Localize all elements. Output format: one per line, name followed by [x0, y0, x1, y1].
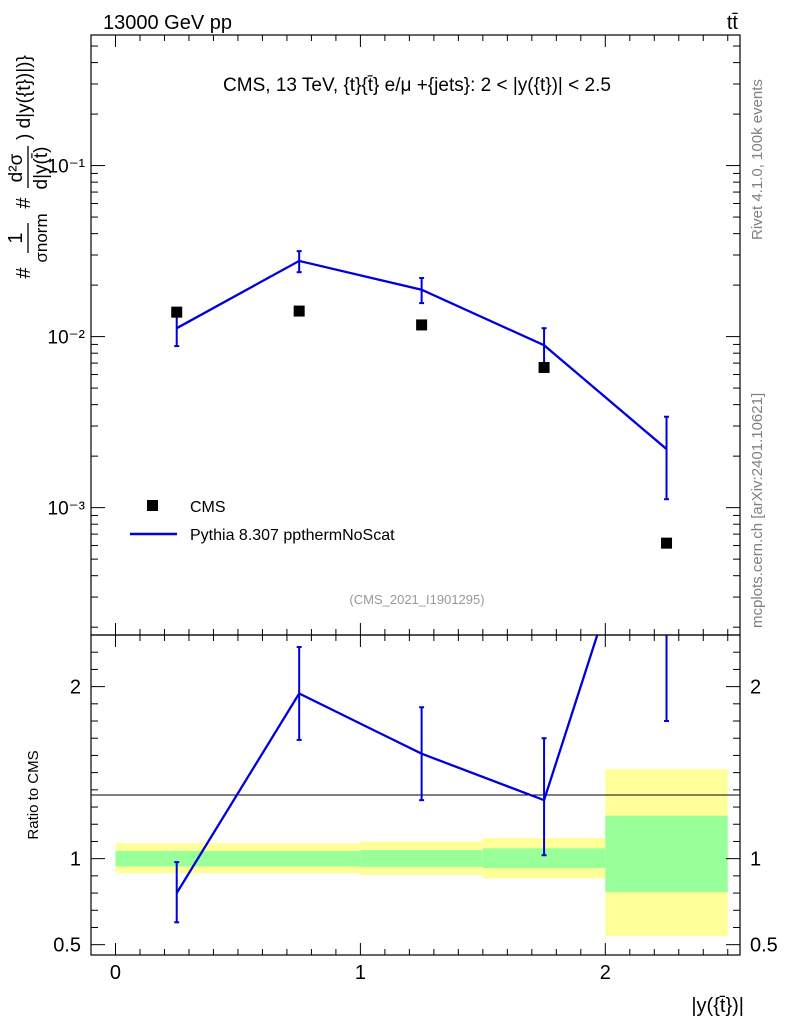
- cms-data-point: [293, 305, 305, 317]
- ylabel-one: 1: [5, 232, 27, 243]
- ratio-y-axis-label: Ratio to CMS: [25, 750, 42, 839]
- ratio-plot-frame: [90, 634, 741, 956]
- main-y-tick-label: 10⁻³: [48, 499, 86, 520]
- x-tick-label: 2: [600, 962, 611, 984]
- cms-data-point: [171, 306, 183, 318]
- x-axis-label: |y({t̄})|: [691, 995, 744, 1017]
- band-inner-bin: [605, 815, 728, 893]
- energy-label: 13000 GeV pp: [103, 12, 232, 34]
- ylabel-hash-2: #: [13, 197, 35, 209]
- ratio-y-tick-label-left: 0.5: [53, 935, 81, 957]
- legend-label-pythia: Pythia 8.307 ppthermNoScat: [190, 527, 395, 544]
- process-label: tt̄: [727, 12, 739, 34]
- ratio-y-tick-label-left: 1: [70, 849, 81, 871]
- rivet-version-label: Rivet 4.1.0, 100k events: [749, 79, 766, 240]
- ratio-y-tick-label-left: 2: [70, 677, 81, 699]
- ratio-mc-line: [175, 635, 599, 894]
- legend-label-cms: CMS: [190, 499, 226, 516]
- band-inner-bin: [482, 848, 606, 869]
- legend-marker-cms: [147, 500, 158, 511]
- cms-data-point: [538, 361, 550, 373]
- main-y-axis-label: # 1 σnorm # d²σ d|y(t̄) ) d|y({t})|)}: [5, 55, 52, 278]
- source-url-label: mcplots.cern.ch [arXiv:2401.10621]: [749, 393, 766, 628]
- main-y-tick-label: 10⁻²: [48, 328, 86, 349]
- axis-tick-labels: 10⁻³ 10⁻² 10⁻¹ 0.5 0.5 1 1 2 2 0 1 2: [48, 157, 778, 984]
- band-inner-bin: [115, 850, 238, 867]
- ylabel-hash-1: #: [13, 267, 35, 279]
- band-inner-bin: [237, 850, 361, 867]
- main-plot-series: [171, 250, 673, 549]
- ratio-y-tick-label-right: 0.5: [750, 935, 778, 957]
- main-plot-frame: [90, 34, 741, 636]
- ratio-plot-series: [174, 635, 670, 924]
- ylabel-dy-tbar: d|y(t̄): [31, 147, 52, 190]
- ylabel-dy-t: ) d|y({t})|)}: [14, 55, 35, 140]
- cms-data-point: [416, 319, 428, 331]
- ylabel-d2sigma: d²σ: [6, 153, 27, 182]
- analysis-watermark: (CMS_2021_I1901295): [349, 592, 484, 607]
- ratio-uncertainty-bands: [115, 769, 728, 937]
- x-tick-label: 0: [110, 962, 121, 984]
- ratio-y-tick-label-right: 1: [750, 849, 761, 871]
- plot-title: CMS, 13 TeV, {t}{t̄} e/μ +{jets}: 2 < |y…: [223, 75, 611, 96]
- band-inner-bin: [360, 850, 483, 867]
- main-y-tick-label: 10⁻¹: [48, 157, 86, 178]
- ylabel-sigma-norm: σnorm: [32, 213, 51, 262]
- ratio-y-tick-label-right: 2: [750, 677, 761, 699]
- axis-ticks: [91, 35, 740, 955]
- x-tick-label: 1: [355, 962, 366, 984]
- cms-data-point: [661, 537, 673, 549]
